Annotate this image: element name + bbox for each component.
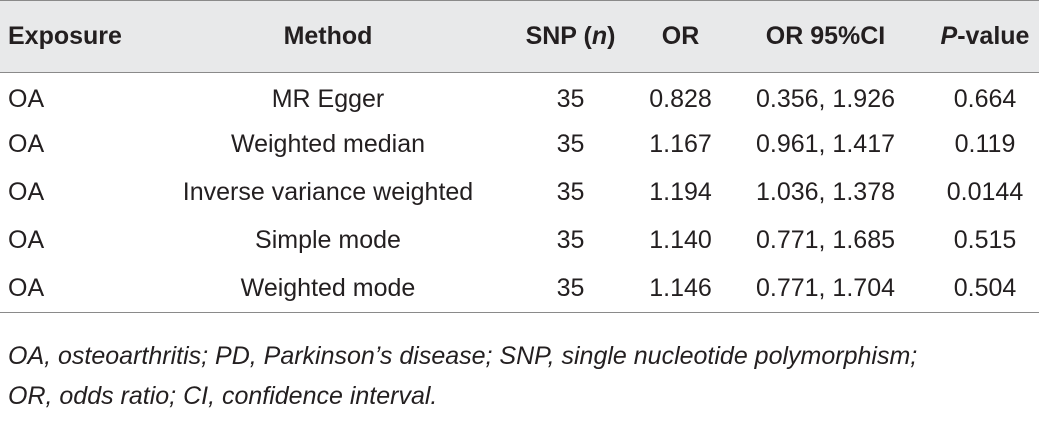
- footnote-line: OA, osteoarthritis; PD, Parkinson’s dise…: [8, 342, 918, 370]
- footnote-line: OR, odds ratio; CI, confidence interval.: [8, 382, 438, 410]
- cell-snp: 35: [556, 273, 585, 302]
- header-snp: SNP (n): [508, 1, 633, 73]
- cell-or-ci: 0.961, 1.417: [755, 130, 895, 158]
- cell-p-value: 0.0144: [946, 178, 1024, 206]
- cell-p-value: 0.504: [953, 273, 1017, 302]
- header-exposure: Exposure: [8, 22, 122, 50]
- table-header: Exposure Method SNP (n) OR OR 95%CI P-va…: [0, 0, 1039, 73]
- table-row: OA Simple mode 35 1.140 0.771, 1.685 0.5…: [0, 217, 1039, 265]
- cell-snp: 35: [556, 85, 585, 114]
- header-or: OR: [661, 22, 700, 50]
- cell-or-ci: 0.771, 1.685: [755, 226, 895, 254]
- cell-exposure: OA: [8, 273, 45, 302]
- cell-p-value: 0.515: [953, 226, 1017, 254]
- cell-exposure: OA: [8, 178, 45, 206]
- cell-snp: 35: [556, 130, 585, 158]
- cell-or: 1.194: [649, 178, 712, 206]
- cell-method: Simple mode: [255, 226, 401, 254]
- cell-or: 1.140: [649, 226, 712, 254]
- header-or-ci: OR 95%CI: [765, 22, 886, 50]
- table-row: OA Weighted median 35 1.167 0.961, 1.417…: [0, 121, 1039, 169]
- table-footnote: OA, osteoarthritis; PD, Parkinson’s dise…: [8, 336, 1033, 416]
- cell-method: Weighted mode: [240, 273, 416, 302]
- header-method: Method: [283, 22, 373, 50]
- header-snp-n: n: [591, 22, 608, 50]
- table-row: OA Inverse variance weighted 35 1.194 1.…: [0, 169, 1039, 217]
- cell-or: 1.146: [649, 273, 712, 302]
- cell-method: Weighted median: [230, 130, 426, 158]
- results-table-container: Exposure Method SNP (n) OR OR 95%CI P-va…: [0, 0, 1039, 313]
- header-row: Exposure Method SNP (n) OR OR 95%CI P-va…: [0, 0, 1039, 73]
- cell-p-value: 0.664: [953, 85, 1017, 114]
- cell-snp: 35: [556, 226, 585, 254]
- cell-or-ci: 0.356, 1.926: [755, 85, 895, 114]
- cell-method: Inverse variance weighted: [182, 178, 474, 206]
- cell-method: MR Egger: [271, 85, 385, 114]
- cell-snp: 35: [556, 178, 585, 206]
- table-body: OA MR Egger 35 0.828 0.356, 1.926 0.664 …: [0, 73, 1039, 313]
- mr-results-table: Exposure Method SNP (n) OR OR 95%CI P-va…: [0, 0, 1039, 313]
- cell-or: 0.828: [649, 85, 712, 114]
- table-row: OA MR Egger 35 0.828 0.356, 1.926 0.664: [0, 73, 1039, 121]
- header-p-suffix: -value: [957, 22, 1030, 50]
- header-p-italic: P: [940, 22, 958, 50]
- header-snp-suffix: ): [607, 22, 616, 50]
- cell-or-ci: 0.771, 1.704: [755, 273, 895, 302]
- table-row: OA Weighted mode 35 1.146 0.771, 1.704 0…: [0, 265, 1039, 313]
- cell-p-value: 0.119: [954, 130, 1016, 158]
- cell-or: 1.167: [649, 130, 712, 158]
- cell-exposure: OA: [8, 226, 45, 254]
- header-snp-prefix: SNP (: [525, 22, 592, 50]
- cell-exposure: OA: [8, 130, 45, 158]
- cell-or-ci: 1.036, 1.378: [755, 178, 895, 206]
- cell-exposure: OA: [8, 85, 45, 114]
- header-p-value: P-value: [923, 1, 1039, 73]
